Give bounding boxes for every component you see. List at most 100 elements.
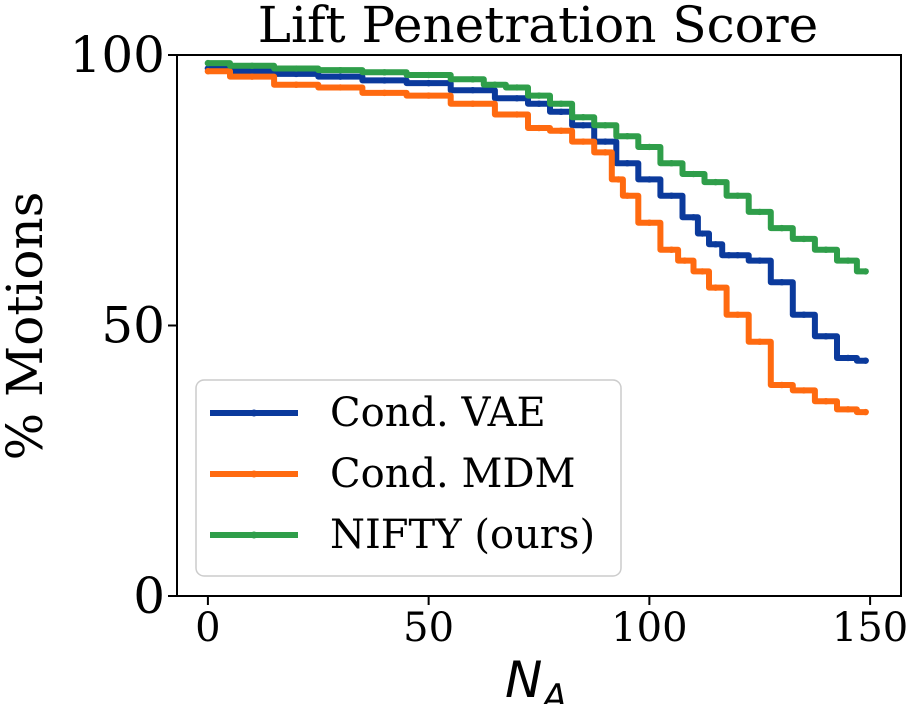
data-point xyxy=(491,81,499,88)
x-axis-label-subscript: A xyxy=(540,677,567,704)
data-point xyxy=(681,257,688,264)
data-point xyxy=(712,241,719,248)
data-point xyxy=(778,224,786,232)
data-point xyxy=(381,69,388,76)
data-point xyxy=(646,219,653,226)
data-point xyxy=(425,71,432,79)
data-point xyxy=(690,214,697,221)
x-tick-label: 100 xyxy=(611,605,687,651)
x-axis-label-main: N xyxy=(505,651,542,704)
legend-marker xyxy=(250,409,258,417)
data-point xyxy=(756,257,763,264)
series-layer xyxy=(204,59,869,416)
data-point xyxy=(862,357,869,364)
data-point xyxy=(602,149,609,156)
data-point xyxy=(646,143,653,151)
data-point xyxy=(699,268,706,275)
data-point xyxy=(800,311,808,318)
legend-label: Cond. VAE xyxy=(330,390,546,436)
data-point xyxy=(844,354,852,362)
data-point xyxy=(425,92,432,99)
data-point xyxy=(756,338,763,345)
legend-marker xyxy=(250,531,258,539)
data-point xyxy=(734,251,741,259)
data-point xyxy=(602,138,609,145)
y-tick-label: 0 xyxy=(133,567,165,625)
data-point xyxy=(535,124,543,132)
data-point xyxy=(469,86,476,94)
y-axis-label: % Motions xyxy=(0,192,54,461)
data-point xyxy=(337,66,344,74)
data-point xyxy=(204,59,212,67)
data-point xyxy=(800,235,808,243)
data-point xyxy=(668,160,675,167)
y-axis-ticks: 0 50 100 xyxy=(70,26,177,625)
data-point xyxy=(862,408,869,416)
legend-item-nifty-ours: NIFTY (ours) xyxy=(210,512,595,558)
data-point xyxy=(579,122,587,129)
series-line-cond-mdm xyxy=(204,68,869,416)
data-point xyxy=(668,192,675,199)
series-cond-mdm xyxy=(204,68,869,416)
x-tick-label: 50 xyxy=(403,605,454,651)
legend-item-cond-mdm: Cond. MDM xyxy=(210,451,575,497)
data-point xyxy=(690,170,697,178)
data-point xyxy=(513,111,521,118)
data-point xyxy=(756,208,763,216)
data-point xyxy=(624,192,631,199)
x-tick-label: 0 xyxy=(195,605,220,651)
data-point xyxy=(337,73,344,80)
data-point xyxy=(535,100,543,107)
data-point xyxy=(513,84,521,91)
data-point xyxy=(557,127,565,134)
data-point xyxy=(248,62,256,70)
data-point xyxy=(712,178,719,186)
data-point xyxy=(579,138,587,145)
data-point xyxy=(292,81,300,88)
legend-marker xyxy=(250,470,258,478)
legend-box xyxy=(195,379,622,577)
data-point xyxy=(602,122,609,129)
data-point xyxy=(624,132,631,140)
series-cond-vae xyxy=(204,65,869,364)
x-axis-label: NA xyxy=(505,651,567,704)
data-point xyxy=(469,76,476,83)
legend-label: Cond. MDM xyxy=(330,451,575,497)
data-point xyxy=(469,100,476,107)
data-point xyxy=(615,176,622,183)
data-point xyxy=(292,70,300,78)
data-point xyxy=(844,257,852,264)
data-point xyxy=(557,108,565,116)
x-tick-label: 150 xyxy=(832,605,908,651)
data-point xyxy=(712,284,719,291)
data-point xyxy=(800,387,808,394)
x-axis-ticks: 0 50 100 150 xyxy=(195,596,908,651)
data-point xyxy=(822,246,830,253)
legend: Cond. VAE Cond. MDM NIFTY (ours) xyxy=(195,379,622,577)
data-point xyxy=(646,176,653,183)
y-tick-label: 50 xyxy=(101,297,165,355)
legend-item-cond-vae: Cond. VAE xyxy=(210,390,546,436)
data-point xyxy=(557,100,565,107)
data-point xyxy=(862,268,869,275)
data-point xyxy=(337,84,344,91)
data-point xyxy=(425,79,432,87)
data-point xyxy=(513,95,521,102)
data-point xyxy=(778,381,786,389)
data-point xyxy=(579,114,587,121)
data-point xyxy=(248,68,256,75)
legend-label: NIFTY (ours) xyxy=(330,512,595,558)
data-point xyxy=(381,77,388,84)
chart-title: Lift Penetration Score xyxy=(258,0,818,54)
data-point xyxy=(292,65,300,72)
data-point xyxy=(381,89,388,97)
data-point xyxy=(725,251,733,259)
data-point xyxy=(844,406,852,413)
data-point xyxy=(624,160,631,167)
data-point xyxy=(822,398,830,405)
y-tick-label: 100 xyxy=(70,26,165,84)
data-point xyxy=(535,92,543,99)
data-point xyxy=(734,192,741,199)
series-line-cond-vae xyxy=(204,65,869,364)
